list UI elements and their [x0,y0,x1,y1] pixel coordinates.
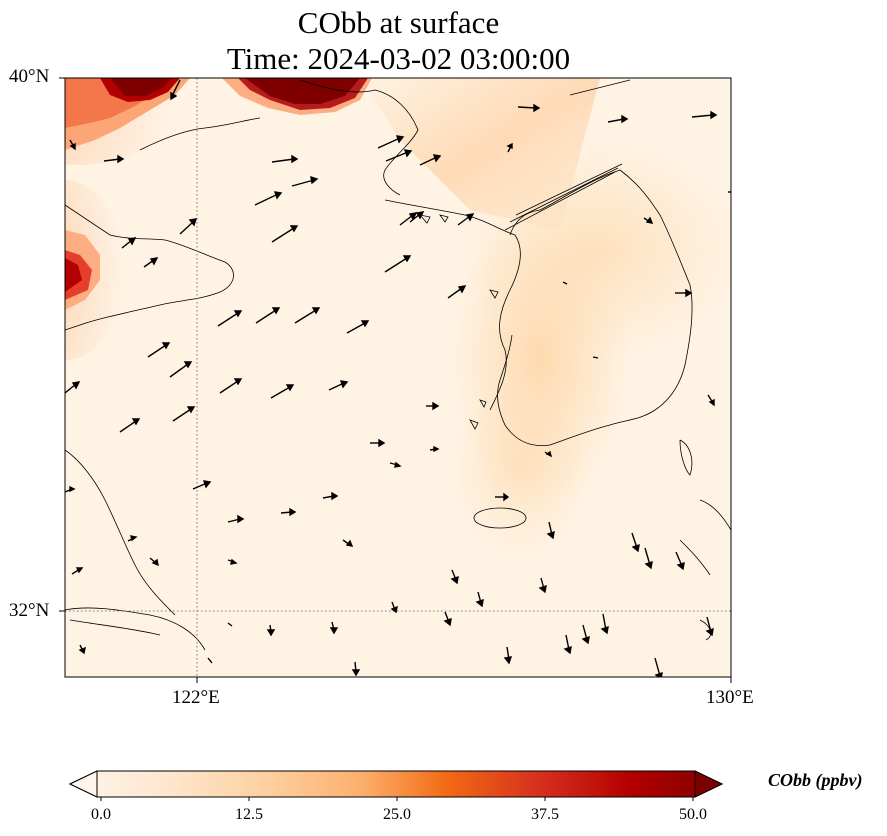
wind-arrow [563,634,572,655]
wind-arrow [631,532,640,553]
wind-arrow [65,485,76,493]
wind-arrow [503,646,513,665]
wind-arrow [78,644,86,655]
lon-label-122e: 122°E [172,687,220,708]
plume-hotspot-north [222,78,372,115]
wind-arrow [600,613,609,635]
wind-arrow [227,622,233,627]
wind-arrow [270,384,295,399]
colorbar-tick: 0.0 [91,806,111,823]
map-frame [64,77,732,678]
wind-arrow [192,480,212,490]
wind-arrow [457,213,475,226]
wind-arrow [475,591,484,608]
wind-arrow [71,567,84,575]
wind-arrow [390,601,398,614]
wind-arrow [377,135,405,149]
wind-arrow [546,521,555,540]
wind-arrow [707,394,715,407]
wind-arrow [172,406,196,422]
wind-arrow [255,307,281,324]
wind-arrow [419,154,442,166]
lat-label-40n: 40°N [9,66,50,87]
wind-arrow [443,611,452,627]
wind-arrow [506,142,513,153]
wind-arrow [254,191,283,206]
colorbar-tick: 12.5 [235,806,263,823]
colorbar [68,770,724,801]
plume-hotspot-west [65,230,100,310]
wind-vectors [65,79,731,677]
wind-arrow [346,320,370,334]
map-subtitle-time: Time: 2024-03-02 03:00:00 [226,41,571,76]
colorbar-tick: 25.0 [383,806,411,823]
wind-arrow [581,624,590,645]
wind-arrow [385,149,413,162]
wind-arrow [328,380,349,391]
wind-arrow [351,661,361,677]
wind-arrow [169,361,193,378]
wind-arrow [65,381,81,394]
wind-arrow [219,378,243,394]
wind-arrow [170,79,181,101]
wind-arrow [280,507,297,517]
axis-ticks [59,77,732,683]
wind-arrow [127,535,138,542]
wind-arrow [389,461,402,468]
wind-arrow [607,114,629,124]
colorbar-tick: 37.5 [531,806,559,823]
wind-arrow [409,211,425,223]
wind-arrow [227,514,245,524]
wind-arrow [495,492,510,502]
wind-arrow [654,657,663,677]
wind-arrow [69,139,76,151]
wind-arrow [644,547,653,570]
gridlines [65,78,731,677]
wind-arrow [675,551,685,571]
wind-arrow [691,110,718,120]
wind-arrow [266,624,276,637]
wind-arrow [370,438,386,448]
wind-arrow [538,577,547,594]
wind-arrow [384,255,412,273]
wind-arrow [147,342,171,358]
lat-label-32n: 32°N [9,600,50,621]
concentration-field [65,78,731,677]
wind-arrow [207,657,213,664]
wind-arrow [322,491,339,501]
wind-arrow [227,558,238,565]
wind-arrow [149,557,159,567]
wind-arrow [291,175,319,187]
wind-arrow [592,356,599,359]
wind-arrow [143,257,159,268]
wind-arrow [121,237,137,249]
wind-arrow [119,418,141,433]
wind-arrow [562,281,568,285]
wind-arrow [643,216,654,224]
coastlines [65,79,731,651]
wind-arrow [271,225,299,243]
wind-arrow [429,445,440,453]
wind-arrow [399,212,418,226]
colorbar-tick: 50.0 [679,806,707,823]
wind-arrow [103,154,125,164]
lon-label-130e: 130°E [706,687,754,708]
wind-arrow [544,450,553,458]
wind-arrow [447,285,467,299]
wind-arrow [517,103,541,113]
wind-arrow [426,401,440,411]
map-title: CObb at surface [297,5,500,40]
wind-arrow [675,288,693,298]
wind-arrow [271,154,299,164]
plume-hotspot-northwest [65,78,190,150]
wind-arrow [294,307,321,324]
wind-arrow [705,616,714,637]
wind-arrow [450,569,459,585]
wind-arrow [179,218,198,235]
wind-arrow [217,310,243,327]
wind-arrow [342,539,354,547]
colorbar-label: CObb (ppbv) [768,770,863,790]
wind-arrow [329,621,339,635]
